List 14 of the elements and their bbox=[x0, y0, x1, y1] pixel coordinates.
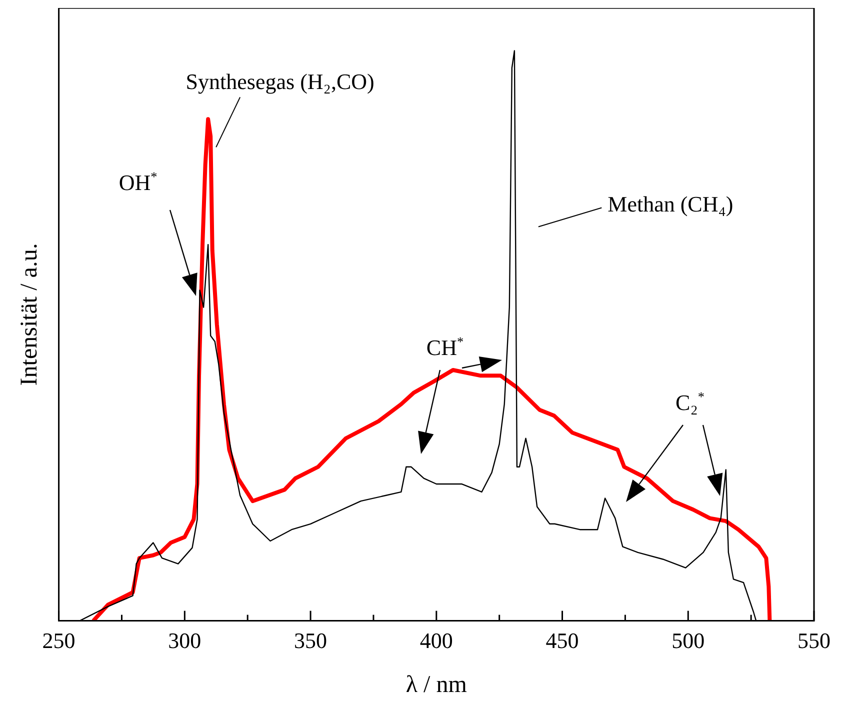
legend-label: Methan (CH₄) bbox=[608, 192, 734, 217]
x-tick-label: 300 bbox=[168, 628, 202, 653]
annotation: CH$^{*}$ bbox=[426, 334, 464, 360]
x-tick-label: 250 bbox=[42, 628, 76, 653]
x-tick-label: 400 bbox=[420, 628, 453, 653]
annotation: OH$^{*}$ bbox=[118, 168, 158, 196]
series-label: Synthesegas (H₂,CO) bbox=[186, 68, 374, 94]
x-tick-label: 350 bbox=[294, 628, 328, 653]
y-axis-title: Intensität / a.u. bbox=[16, 243, 43, 386]
x-tick-label: 550 bbox=[798, 628, 830, 653]
annotation: C₂$^{*}$ bbox=[676, 388, 704, 416]
x-tick-label: 450 bbox=[546, 628, 579, 653]
x-axis-title: λ / nm bbox=[406, 672, 468, 698]
x-tick-label: 500 bbox=[672, 628, 705, 653]
